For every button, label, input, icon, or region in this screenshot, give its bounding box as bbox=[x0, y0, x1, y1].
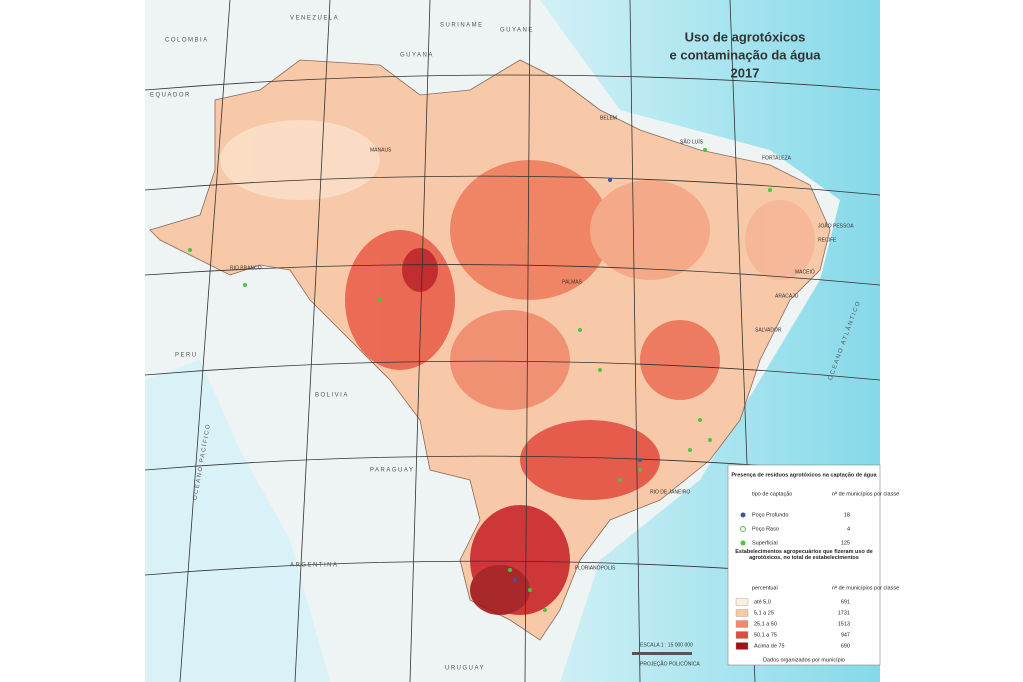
legend-label: 50,1 a 75 bbox=[754, 632, 777, 638]
legend-swatch bbox=[735, 642, 749, 650]
city-label: FORTALEZA bbox=[762, 155, 792, 161]
city-label: MACEIÓ bbox=[795, 268, 815, 275]
legend-symbol bbox=[740, 540, 746, 546]
city-label: RIO DE JANEIRO bbox=[650, 489, 690, 495]
city-label: JOÃO PESSOA bbox=[818, 222, 854, 229]
title-line: e contaminação da água bbox=[670, 47, 822, 62]
pacific-ocean bbox=[145, 360, 330, 682]
country-label: EQUADOR bbox=[150, 93, 191, 99]
country-label: VENEZUELA bbox=[290, 16, 339, 22]
legend-symbol bbox=[740, 526, 746, 532]
sample-points bbox=[188, 148, 772, 612]
country-label: PERU bbox=[175, 353, 198, 359]
legend-box bbox=[727, 464, 881, 666]
legend-label: Acima de 75 bbox=[754, 643, 785, 649]
country-label: PARAGUAY bbox=[370, 468, 414, 474]
legend-label: 25,1 a 50 bbox=[754, 621, 777, 627]
legend: Presença de resíduos agrotóxicos na capt… bbox=[727, 464, 899, 666]
city-label: MANAUS bbox=[370, 147, 392, 153]
city-label: RECIFE bbox=[818, 237, 837, 243]
city-label: BELÉM bbox=[600, 114, 617, 121]
legend-swatch bbox=[735, 631, 749, 639]
city-label: FLORIANÓPOLIS bbox=[575, 564, 616, 571]
city-label: PALMAS bbox=[562, 279, 583, 285]
legend-label: Poço Raso bbox=[752, 526, 779, 532]
country-label: COLOMBIA bbox=[165, 38, 209, 44]
country-label: GUYANE bbox=[500, 28, 534, 34]
legend-count: 18 bbox=[844, 512, 850, 518]
legend-col-header: percentual bbox=[752, 585, 778, 591]
country-label: URUGUAY bbox=[445, 666, 485, 672]
legend-col-header: nº de municípios por classe bbox=[832, 584, 899, 591]
legend-count: 1731 bbox=[838, 610, 850, 616]
legend-swatch bbox=[735, 620, 749, 628]
legend-label: até 5,0 bbox=[754, 599, 771, 605]
legend-symbol bbox=[740, 512, 746, 518]
projection-text: PROJEÇÃO POLICÔNICA bbox=[640, 660, 700, 667]
usage-zones bbox=[220, 120, 815, 615]
city-label: RIO BRANCO bbox=[230, 265, 262, 271]
city-label: ARACAJU bbox=[775, 293, 799, 299]
scale-text: ESCALA 1 : 15 000 000 bbox=[640, 642, 693, 648]
title: Uso de agrotóxicos e contaminação da águ… bbox=[670, 29, 822, 80]
legend-rows: até 5,0 691 5,1 a 25 1731 25,1 a 50 1513 50,1 … bbox=[735, 598, 850, 650]
title-line: Uso de agrotóxicos bbox=[685, 29, 806, 44]
legend-heading: Estabelecimentos agropecuários que fizer… bbox=[735, 549, 873, 561]
legend-footer: Dados organizados por município bbox=[763, 657, 845, 663]
legend-swatch bbox=[735, 598, 749, 606]
legend-heading: Presença de resíduos agrotóxicos na capt… bbox=[731, 472, 877, 478]
city-labels: MANAUS BELÉM SÃO LUÍS FORTALEZA PALMAS J… bbox=[230, 114, 854, 571]
legend-label: 5,1 a 25 bbox=[754, 610, 774, 616]
legend-count: 1513 bbox=[838, 621, 850, 627]
scale-bar: ESCALA 1 : 15 000 000 PROJEÇÃO POLICÔNIC… bbox=[632, 642, 700, 667]
legend-col-header: tipo de captação bbox=[752, 491, 792, 497]
country-label: BOLIVIA bbox=[315, 393, 349, 399]
legend-heading-box: Estabelecimentos agropecuários que fizer… bbox=[735, 549, 873, 561]
legend-count: 125 bbox=[841, 540, 850, 546]
city-label: SÃO LUÍS bbox=[680, 138, 704, 145]
legend-count: 691 bbox=[841, 599, 850, 605]
legend-col-header: nº de municípios por classe bbox=[832, 490, 899, 497]
title-line: 2017 bbox=[731, 65, 760, 80]
legend-label: Poço Profundo bbox=[752, 512, 788, 518]
legend-count: 947 bbox=[841, 632, 850, 638]
country-label: GUYANA bbox=[400, 53, 434, 59]
legend-count: 690 bbox=[841, 643, 850, 649]
legend-count: 4 bbox=[847, 526, 850, 532]
country-label: SURINAME bbox=[440, 23, 484, 29]
legend-swatch bbox=[735, 609, 749, 617]
scale-graphic bbox=[632, 652, 692, 655]
city-label: SALVADOR bbox=[755, 327, 782, 333]
legend-label: Superficial bbox=[752, 540, 778, 546]
country-label: ARGENTINA bbox=[290, 563, 339, 569]
